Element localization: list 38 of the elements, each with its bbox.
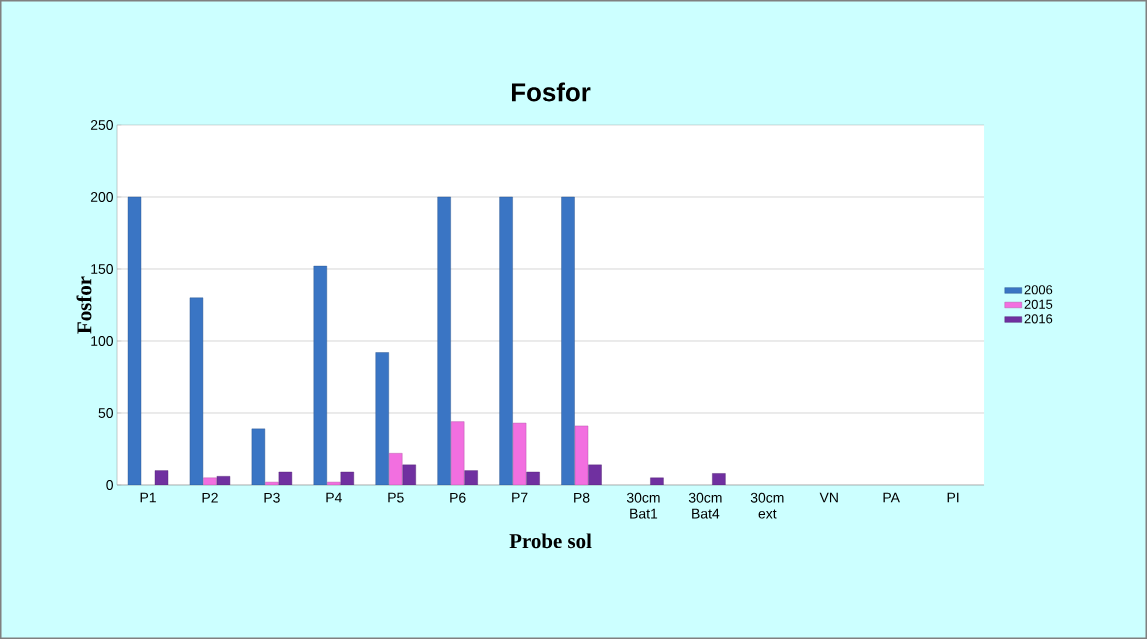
y-tick-label: 150 (91, 264, 113, 274)
legend-label: 2006 (1024, 285, 1053, 295)
x-tick-label: 30cm Bat4 (688, 492, 722, 519)
x-tick-label: P7 (512, 492, 528, 503)
bar (265, 481, 279, 485)
x-tick-label: P5 (388, 492, 404, 503)
y-axis-title: Fosfor (76, 276, 92, 334)
x-tick-label: P4 (326, 492, 342, 503)
legend-label: 2015 (1024, 299, 1053, 309)
x-tick-label: 30cm Bat1 (626, 492, 660, 519)
x-tick-label: 30cm ext (750, 492, 784, 519)
y-tick-label: 200 (90, 192, 113, 202)
bar (512, 422, 527, 485)
y-tick-label: 100 (91, 336, 113, 346)
x-tick-label: P3 (264, 492, 280, 503)
x-tick-label: P6 (450, 492, 466, 503)
x-tick-label: P2 (202, 492, 218, 503)
bar (327, 481, 341, 485)
y-tick-label: 250 (90, 120, 113, 130)
x-tick-label: P1 (140, 492, 156, 503)
legend-label: 2016 (1024, 314, 1053, 324)
bar (437, 196, 451, 485)
y-tick-label: 50 (98, 408, 113, 418)
y-tick-label: 0 (106, 480, 113, 490)
bar (450, 421, 465, 485)
x-tick-label: VN (819, 492, 838, 503)
x-tick-label: PI (947, 492, 959, 503)
x-tick-label: PA (883, 492, 900, 503)
bar (389, 453, 403, 485)
bar (203, 477, 217, 485)
chart-title: Fosfor (511, 82, 591, 102)
bar (574, 425, 589, 485)
bar (375, 352, 389, 485)
bar (313, 265, 327, 485)
bar (561, 196, 575, 485)
bar (499, 196, 513, 485)
x-axis-title: Probe sol (509, 533, 592, 549)
x-tick-label: P8 (574, 492, 590, 503)
